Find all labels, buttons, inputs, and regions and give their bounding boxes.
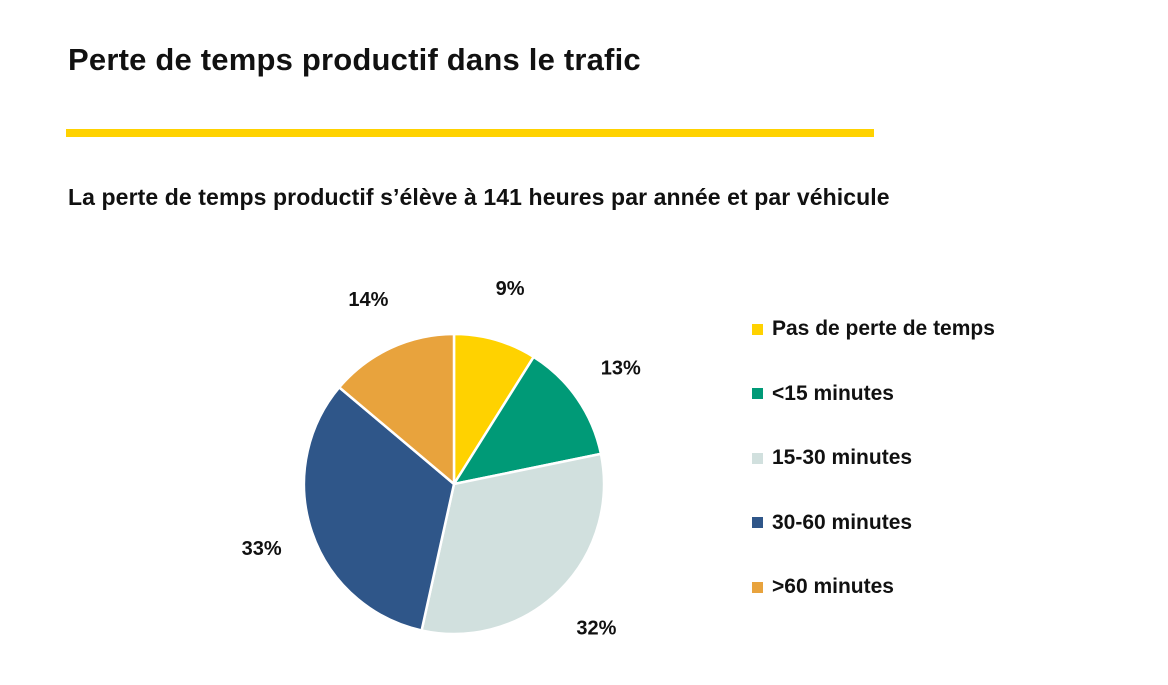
page-title: Perte de temps productif dans le trafic bbox=[68, 42, 641, 77]
legend-item: 30-60 minutes bbox=[752, 506, 912, 540]
pie-data-label: 33% bbox=[242, 538, 282, 560]
legend-swatch bbox=[752, 388, 763, 399]
pie-slice-60-minutes bbox=[338, 332, 456, 486]
chart-subtitle: La perte de temps productif s’élève à 14… bbox=[68, 184, 890, 210]
title-accent-bar bbox=[66, 129, 874, 137]
legend-label: <15 minutes bbox=[772, 381, 894, 405]
legend-item: <15 minutes bbox=[752, 377, 894, 411]
legend-swatch bbox=[752, 581, 763, 593]
pie-slice-15-30-minutes bbox=[420, 452, 606, 636]
legend-label: >60 minutes bbox=[772, 575, 894, 598]
pie-slice-pas-de-perte-de-temps bbox=[452, 332, 535, 486]
pie-slice-30-60-minutes bbox=[302, 386, 456, 632]
legend-label: 15-30 minutes bbox=[772, 446, 913, 469]
legend-swatch bbox=[752, 323, 763, 335]
pie-slice-15-minutes bbox=[452, 355, 603, 486]
legend-item: Pas de perte de temps bbox=[752, 312, 995, 346]
pie-data-label: 13% bbox=[601, 357, 641, 379]
pie-labels: 9% 13% 32% 33% 14% bbox=[242, 278, 641, 640]
legend-label: 30-60 minutes bbox=[772, 510, 913, 534]
pie-data-label: 32% bbox=[576, 618, 616, 640]
pie-data-label: 9% bbox=[496, 278, 525, 300]
legend-label: Pas de perte de temps bbox=[772, 317, 995, 340]
legend-swatch bbox=[752, 452, 763, 464]
legend-item: 15-30 minutes bbox=[752, 441, 912, 475]
pie-slices bbox=[302, 332, 606, 636]
pie-data-label: 14% bbox=[348, 289, 388, 311]
legend-swatch bbox=[752, 517, 763, 528]
legend-item: >60 minutes bbox=[752, 570, 894, 604]
